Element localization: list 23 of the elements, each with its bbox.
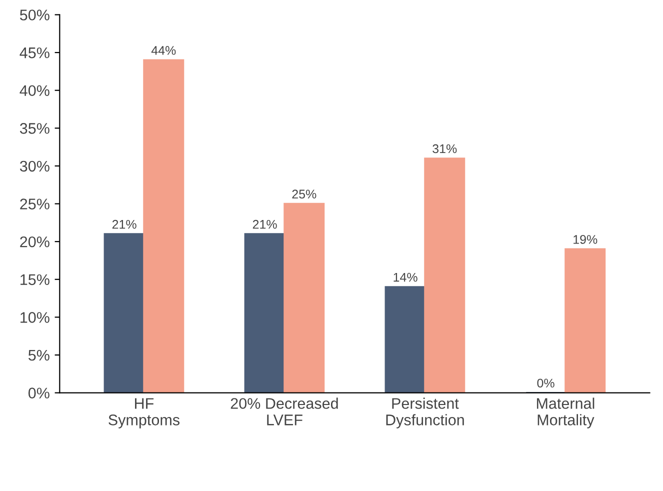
y-tick-label: 40% (20, 85, 50, 96)
x-tick-label: 20% Decreased LVEF (230, 398, 338, 426)
y-tick-label: 45% (20, 47, 50, 58)
y-tick-label: 50% (20, 10, 50, 20)
data-label: 31% (432, 144, 457, 154)
y-tick-label: 0% (28, 388, 50, 398)
data-label: 21% (112, 220, 136, 229)
y-tick-label: 15% (20, 274, 50, 286)
x-tick-label: HF Symptoms (108, 398, 180, 428)
data-label: 25% (292, 190, 316, 199)
y-tick-label: 30% (20, 160, 50, 172)
data-label: 19% (574, 235, 598, 244)
y-tick-label: 5% (28, 350, 50, 361)
data-label: 14% (394, 272, 418, 282)
x-tick-label: Maternal Mortality (536, 398, 594, 428)
y-tick-label: 25% (20, 198, 50, 210)
y-tick-label: 10% (20, 312, 50, 323)
x-tick-label: Persistent Dysfunction (386, 398, 464, 428)
data-label: 0% (537, 378, 554, 388)
data-label: 44% (151, 46, 176, 55)
y-tick-label: 35% (20, 123, 50, 134)
data-label: 21% (252, 220, 277, 229)
y-tick-label: 20% (20, 236, 50, 248)
